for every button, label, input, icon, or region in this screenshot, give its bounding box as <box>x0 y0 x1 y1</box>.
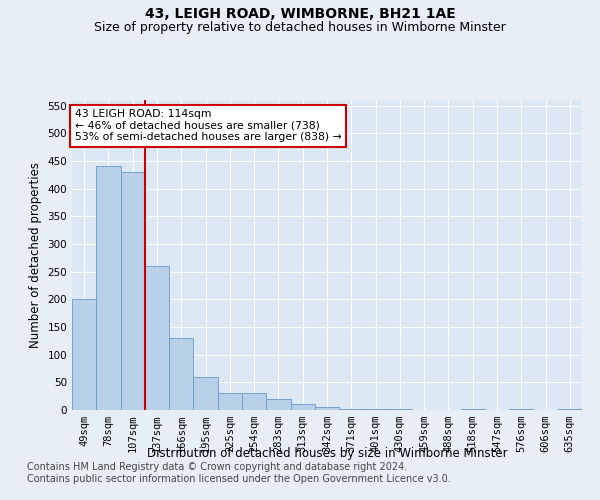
Text: Contains public sector information licensed under the Open Government Licence v3: Contains public sector information licen… <box>27 474 451 484</box>
Text: 43, LEIGH ROAD, WIMBORNE, BH21 1AE: 43, LEIGH ROAD, WIMBORNE, BH21 1AE <box>145 8 455 22</box>
Text: Size of property relative to detached houses in Wimborne Minster: Size of property relative to detached ho… <box>94 21 506 34</box>
Bar <box>96 166 121 410</box>
Bar <box>169 338 193 410</box>
Bar <box>121 172 145 410</box>
Bar <box>218 394 242 410</box>
Bar <box>339 409 364 410</box>
Bar <box>145 266 169 410</box>
Bar <box>315 407 339 410</box>
Bar <box>558 409 582 410</box>
Y-axis label: Number of detached properties: Number of detached properties <box>29 162 42 348</box>
Bar <box>388 409 412 410</box>
Bar <box>266 399 290 410</box>
Bar <box>509 409 533 410</box>
Bar <box>72 300 96 410</box>
Text: 43 LEIGH ROAD: 114sqm
← 46% of detached houses are smaller (738)
53% of semi-det: 43 LEIGH ROAD: 114sqm ← 46% of detached … <box>74 110 341 142</box>
Bar <box>193 377 218 410</box>
Bar <box>290 404 315 410</box>
Text: Contains HM Land Registry data © Crown copyright and database right 2024.: Contains HM Land Registry data © Crown c… <box>27 462 407 472</box>
Text: Distribution of detached houses by size in Wimborne Minster: Distribution of detached houses by size … <box>146 448 508 460</box>
Bar <box>364 409 388 410</box>
Bar <box>242 394 266 410</box>
Bar <box>461 409 485 410</box>
